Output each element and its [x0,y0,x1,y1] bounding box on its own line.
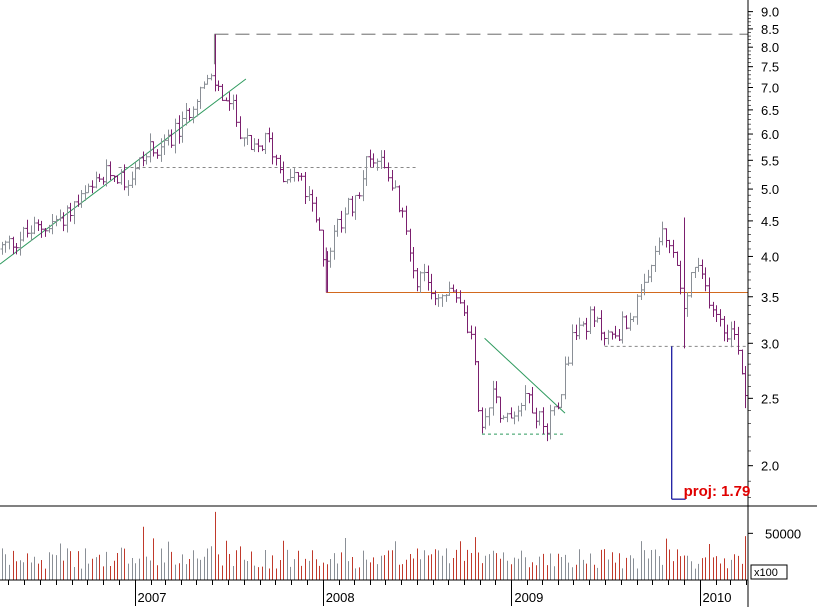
year-label: 2009 [514,590,543,605]
year-label: 2010 [703,590,732,605]
trend-line [484,337,566,414]
price-tick-label: 2.5 [761,391,779,406]
price-tick-label: 5.0 [761,182,779,197]
year-label: 2008 [326,590,355,605]
price-tick-label: 7.5 [761,60,779,75]
price-tick-label: 9.0 [761,5,779,20]
labels: proj: 1.79 2.0 2.5 3.0 3.5 4.0 4.5 5.0 5.5 6.0 6.5… [138,5,802,605]
price-tick-label: 3.5 [761,290,779,305]
price-tick-label: 2.0 [761,459,779,474]
price-tick-label: 5.5 [761,153,779,168]
price-tick-label: 4.5 [761,214,779,229]
price-tick-label: 8.0 [761,40,779,55]
price-tick-label: 7.0 [761,81,779,96]
volume-bars [2,511,746,580]
price-tick-label: 3.0 [761,336,779,351]
price-tick-label: 6.0 [761,127,779,142]
volume-tick-label: 50000 [765,526,801,541]
projection-label: proj: 1.79 [684,483,751,500]
price-tick-label: 8.5 [761,22,779,37]
trend-line [0,78,247,265]
price-tick-label: 4.0 [761,249,779,264]
price-bars [0,34,748,442]
volume-multiplier-box [750,564,788,580]
year-label: 2007 [138,590,167,605]
price-tick-label: 6.5 [761,103,779,118]
volume-multiplier-label: x100 [754,567,778,579]
